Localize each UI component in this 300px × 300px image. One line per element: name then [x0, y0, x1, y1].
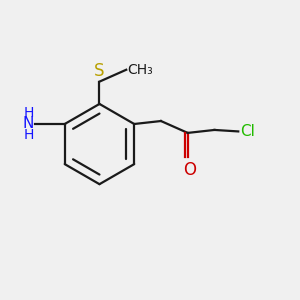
Text: N: N [22, 116, 34, 131]
Text: H: H [23, 128, 34, 142]
Text: CH₃: CH₃ [128, 63, 154, 77]
Text: O: O [183, 161, 196, 179]
Text: H: H [23, 106, 34, 120]
Text: S: S [94, 62, 105, 80]
Text: Cl: Cl [240, 124, 255, 139]
